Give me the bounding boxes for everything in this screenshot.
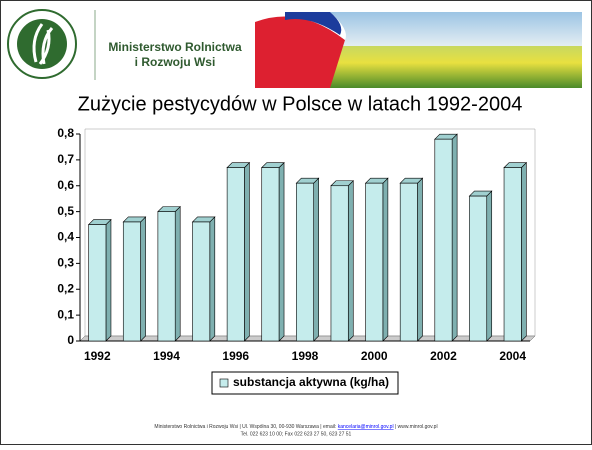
- y-tick-label: 0,1: [57, 307, 74, 321]
- y-tick-label: 0,8: [57, 126, 74, 140]
- footer-text: Ministerstwo Rolnictwa i Rozwoju Wsi | U…: [154, 424, 337, 430]
- y-tick-label: 0,5: [57, 204, 74, 218]
- x-tick-label: 1998: [292, 349, 319, 363]
- bar-side: [521, 163, 526, 341]
- y-tick-label: 0,6: [57, 178, 74, 192]
- bar-side: [487, 191, 492, 341]
- bar: [296, 183, 313, 341]
- header-banner: [255, 12, 582, 88]
- footer-phone: Tel. 022 623 10 00; Fax 022 623 27 50, 6…: [241, 431, 352, 437]
- bar-side: [383, 178, 388, 341]
- bar: [435, 139, 452, 341]
- x-tick-label: 1994: [153, 349, 180, 363]
- footer-text: | www.minrol.gov.pl: [394, 424, 438, 430]
- bar-side: [348, 181, 353, 341]
- x-tick-label: 2000: [361, 349, 388, 363]
- bar-side: [314, 178, 319, 341]
- y-tick-label: 0: [67, 333, 74, 347]
- ministry-name: i Rozwoju Wsi: [135, 55, 216, 69]
- bar-side: [210, 217, 215, 341]
- bar-side: [244, 163, 249, 341]
- bar-side: [106, 220, 111, 341]
- bar-side: [418, 178, 423, 341]
- legend-label: substancja aktywna (kg/ha): [233, 375, 389, 389]
- x-tick-label: 1992: [84, 349, 111, 363]
- bar: [331, 186, 348, 341]
- bar-side: [279, 163, 284, 341]
- footer: Ministerstwo Rolnictwa i Rozwoju Wsi | U…: [154, 424, 437, 430]
- y-tick-label: 0,4: [57, 230, 74, 244]
- bar: [262, 168, 279, 341]
- slide: Ministerstwo Rolnictwa i Rozwoju Wsi Zuż…: [0, 0, 592, 445]
- bar: [123, 222, 140, 341]
- logo: [8, 10, 76, 78]
- bar: [400, 183, 417, 341]
- bar: [158, 212, 175, 341]
- x-tick-label: 2004: [499, 349, 526, 363]
- bar: [193, 222, 210, 341]
- legend-swatch: [220, 379, 228, 387]
- bar: [504, 168, 521, 341]
- y-tick-label: 0,7: [57, 152, 74, 166]
- chart-title: Zużycie pestycydów w Polsce w latach 199…: [78, 93, 523, 115]
- ministry-name: Ministerstwo Rolnictwa: [108, 40, 242, 54]
- bar: [227, 168, 244, 341]
- y-tick-label: 0,3: [57, 256, 74, 270]
- bar-side: [141, 217, 146, 341]
- y-tick-label: 0,2: [57, 281, 74, 295]
- x-tick-label: 1996: [222, 349, 249, 363]
- bar: [469, 196, 486, 341]
- bar-side: [452, 134, 457, 341]
- footer-email[interactable]: kancelaria@minrol.gov.pl: [338, 424, 394, 430]
- bar-side: [175, 207, 180, 341]
- bar: [89, 225, 106, 341]
- x-tick-label: 2002: [430, 349, 457, 363]
- bar: [366, 183, 383, 341]
